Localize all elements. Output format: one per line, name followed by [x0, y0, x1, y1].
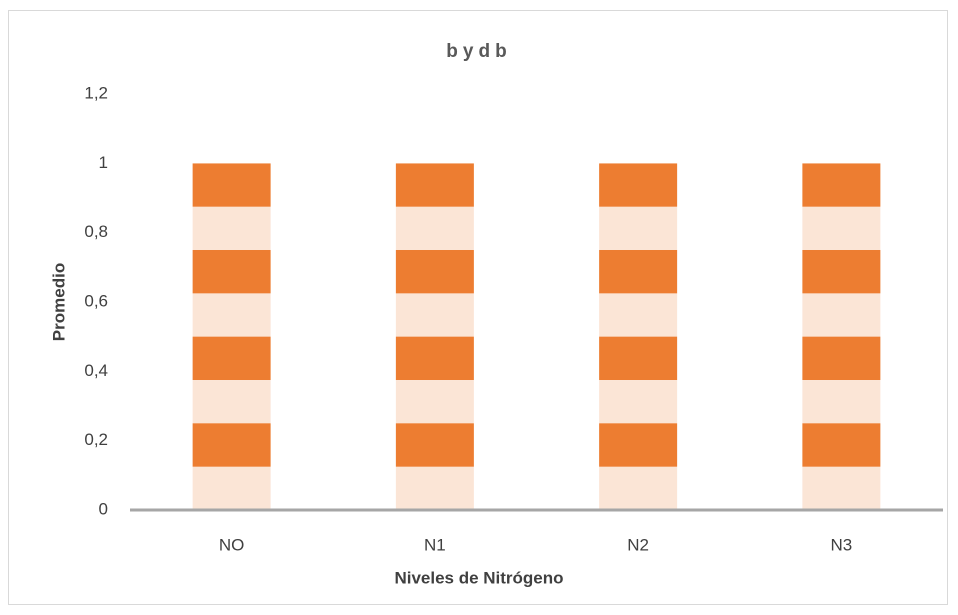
y-tick-label: 1 [99, 153, 108, 172]
x-tick-label: NO [219, 535, 245, 554]
x-tick-label: N1 [424, 535, 446, 554]
y-tick-label: 0,4 [84, 361, 108, 380]
y-tick-label: 0,8 [84, 222, 108, 241]
y-axis-label: Promedio [49, 263, 68, 341]
y-tick-label: 0,2 [84, 430, 108, 449]
y-tick-label: 0 [99, 499, 108, 518]
x-tick-label: N2 [627, 535, 649, 554]
bar [192, 163, 271, 511]
bar [395, 163, 474, 511]
chart-title: bydb [446, 41, 511, 62]
chart-border [8, 10, 948, 605]
bar [802, 163, 881, 511]
x-axis-label: Niveles de Nitrógeno [394, 568, 563, 587]
x-tick-label: N3 [831, 535, 853, 554]
y-tick-label: 1,2 [84, 83, 108, 102]
bar [599, 163, 678, 511]
y-tick-label: 0,6 [84, 291, 108, 310]
